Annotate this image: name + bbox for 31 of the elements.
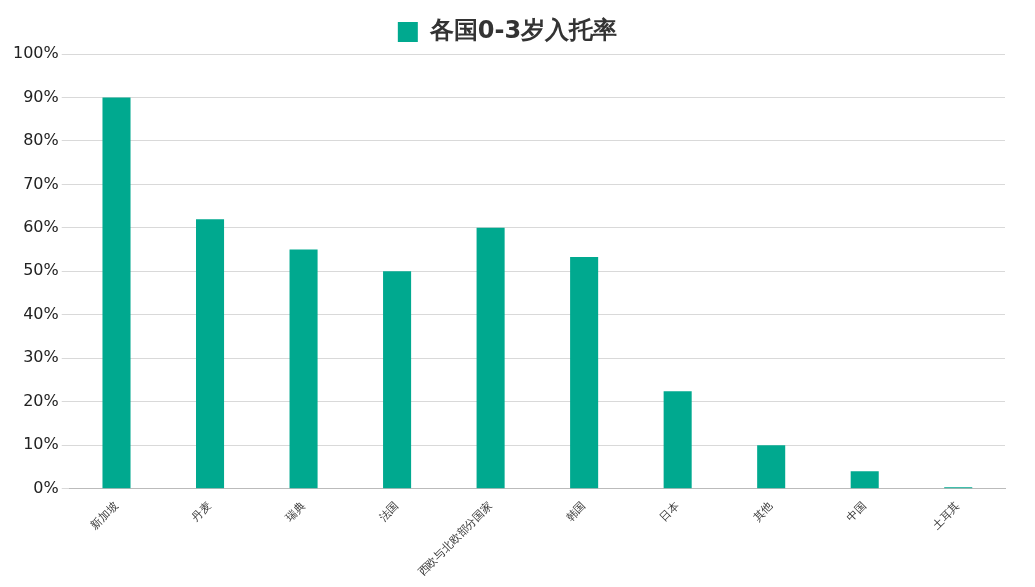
y-tick-label: 100% [12,43,59,63]
y-tick-label: 40% [23,303,59,323]
bar [289,249,318,489]
bar [757,445,786,489]
y-tick-label: 30% [23,347,59,367]
x-tick-label: 法国 [376,499,402,525]
y-tick-label: 80% [23,130,59,150]
y-tick-label: 70% [23,173,59,193]
bar [850,471,879,489]
x-tick-label: 中国 [844,499,869,525]
y-tick-label: 20% [23,390,59,410]
x-tick-label: 丹麦 [189,499,215,525]
y-tick-label: 90% [23,86,59,106]
bar [663,391,692,489]
bar [570,256,599,489]
bar [476,227,505,489]
legend-label: 各国0-3岁入托率 [428,16,618,45]
x-tick-label: 韩国 [563,499,589,525]
bar [196,219,225,489]
bar [383,271,412,489]
x-tick-label: 土耳其 [929,499,963,532]
bar [102,97,131,489]
x-tick-label: 西欧与北欧部分国家 [415,499,495,579]
x-tick-label: 日本 [657,499,682,525]
x-tick-label: 瑞典 [282,499,308,525]
x-tick-label: 新加坡 [88,499,121,532]
y-tick-label: 50% [23,260,59,280]
y-tick-label: 10% [23,434,59,454]
y-tick-label: 0% [33,477,59,497]
y-tick-label: 60% [23,217,59,237]
x-tick-label: 其他 [750,499,776,525]
